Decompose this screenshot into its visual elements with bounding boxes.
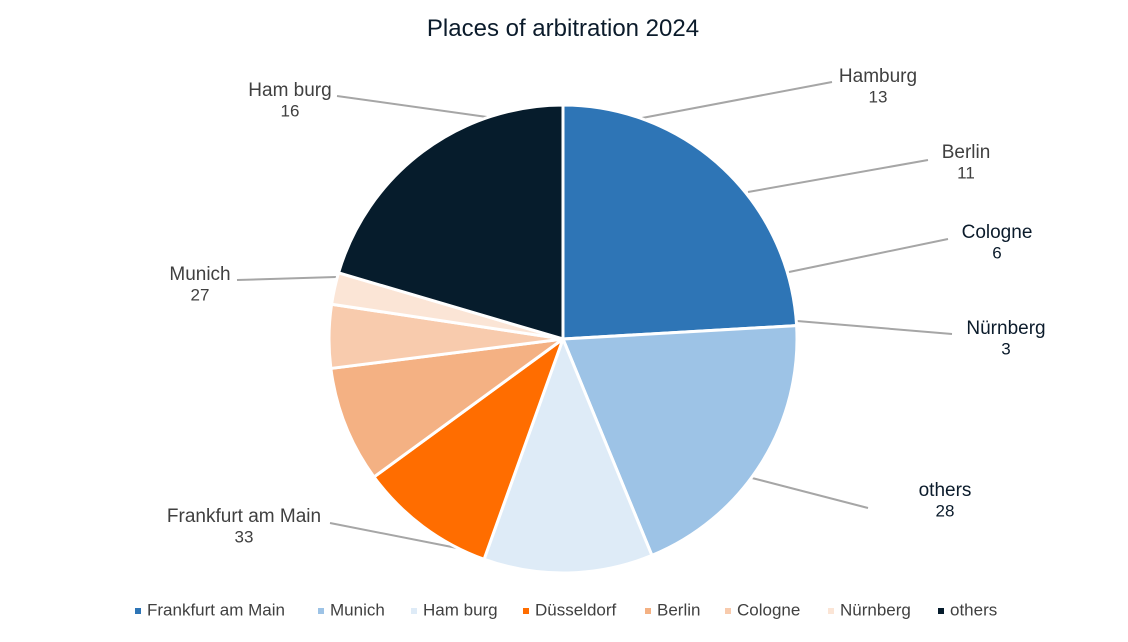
slice-label-name: others [919, 480, 972, 501]
legend: Frankfurt am Main Munich Ham burg Düsseldor… [135, 600, 997, 619]
leader-line [796, 320, 953, 335]
legend-swatch [523, 608, 529, 614]
slice-label-name: Nürnberg [966, 318, 1045, 339]
pie-slices [327, 103, 799, 575]
legend-swatch [725, 608, 731, 614]
legend-swatch [411, 608, 417, 614]
leader-line [788, 238, 949, 273]
slice-label-name: Hamburg [839, 66, 917, 87]
legend-label: Cologne [737, 600, 800, 619]
leader-line [236, 276, 337, 281]
legend-label: Ham burg [423, 600, 498, 619]
slice-label-value: 13 [869, 87, 888, 106]
slice-label-value: 6 [992, 243, 1001, 262]
slice-label-value: 3 [1001, 339, 1010, 358]
legend-label: Düsseldorf [535, 600, 617, 619]
legend-swatch [828, 608, 834, 614]
legend-label: Berlin [657, 600, 700, 619]
legend-swatch [938, 608, 944, 614]
legend-swatch [645, 608, 651, 614]
pie-slice-berlin [329, 337, 565, 479]
chart-title: Places of arbitration 2024 [427, 15, 699, 42]
pie-slice-others [337, 103, 565, 341]
slice-label-name: Cologne [962, 222, 1033, 243]
slice-label-name: Ham burg [248, 80, 331, 101]
slice-label-value: 27 [191, 285, 210, 304]
legend-label: others [950, 600, 997, 619]
slice-label-value: 11 [957, 163, 975, 182]
leader-line [747, 159, 929, 193]
slice-label-name: Frankfurt am Main [167, 506, 321, 527]
slice-label-name: Munich [169, 264, 230, 285]
pie-slice-hamburg [372, 337, 565, 561]
legend-label: Munich [330, 600, 385, 619]
pie-slice-frankfurt-am-main [561, 103, 799, 341]
slice-label-value: 16 [281, 101, 300, 120]
leader-line [641, 81, 833, 119]
leader-lines [236, 81, 953, 549]
leader-line [336, 95, 488, 118]
legend-label: Frankfurt am Main [147, 600, 285, 619]
leader-line [751, 477, 869, 509]
leader-line [329, 522, 458, 549]
legend-swatch [135, 608, 141, 614]
legend-swatch [318, 608, 324, 614]
legend-label: Nürnberg [840, 600, 911, 619]
pie-slice-ham-burg [482, 337, 654, 575]
pie-slice-munich [561, 324, 799, 557]
slice-label-name: Berlin [942, 142, 991, 163]
slice-label-value: 28 [936, 501, 955, 520]
slice-label-value: 33 [235, 527, 254, 546]
